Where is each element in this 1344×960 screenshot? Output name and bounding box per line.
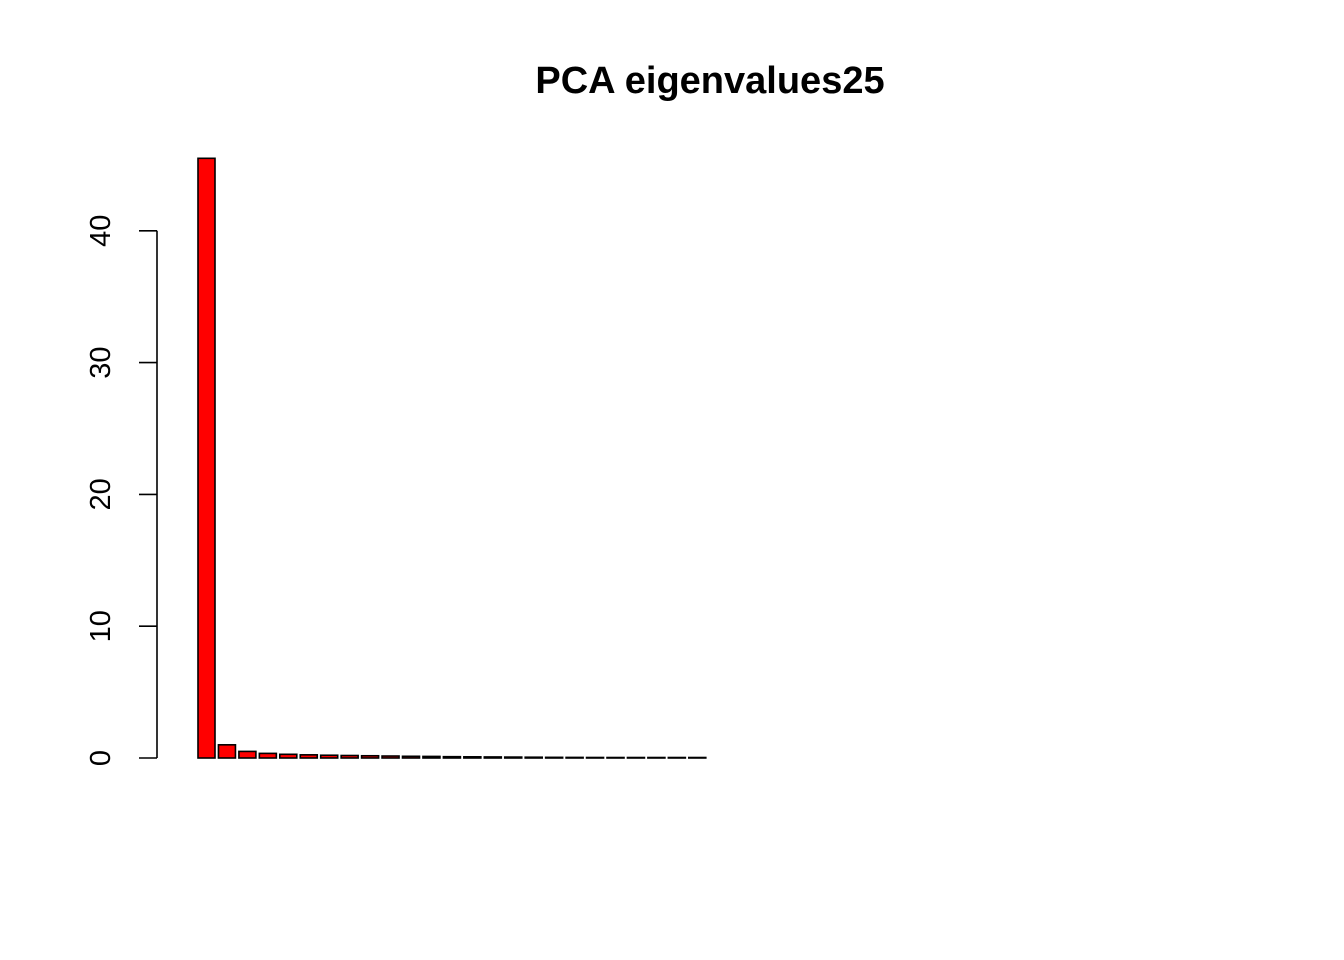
- y-tick-label: 40: [85, 215, 117, 247]
- bar: [422, 755, 441, 759]
- bar: [319, 754, 339, 759]
- bar: [238, 750, 257, 759]
- y-tick-label: 30: [85, 346, 117, 378]
- bar: [401, 755, 421, 759]
- bar: [626, 756, 646, 759]
- bar: [667, 756, 687, 759]
- bar: [217, 744, 237, 759]
- bar: [524, 756, 544, 759]
- bars-group: [197, 157, 707, 759]
- y-axis: 0 10 20 30 40: [85, 215, 158, 766]
- bar: [299, 754, 319, 759]
- chart-title: PCA eigenvalues25: [535, 60, 884, 102]
- bar: [360, 754, 380, 759]
- y-tick-label: 10: [85, 610, 117, 642]
- bar: [340, 754, 359, 759]
- bar: [585, 756, 605, 759]
- bar: [278, 753, 298, 759]
- bar: [647, 756, 666, 759]
- bar: [258, 752, 278, 759]
- y-tick-label: 20: [85, 478, 117, 510]
- bar: [381, 755, 400, 759]
- bar: [483, 756, 503, 759]
- bar: [503, 756, 523, 759]
- bar: [687, 756, 707, 759]
- bar: [565, 756, 584, 759]
- bar: [442, 755, 462, 759]
- bar: [463, 756, 482, 759]
- bar: [606, 756, 625, 759]
- bar: [197, 157, 216, 759]
- bar: [544, 756, 564, 759]
- y-tick-label: 0: [85, 750, 117, 766]
